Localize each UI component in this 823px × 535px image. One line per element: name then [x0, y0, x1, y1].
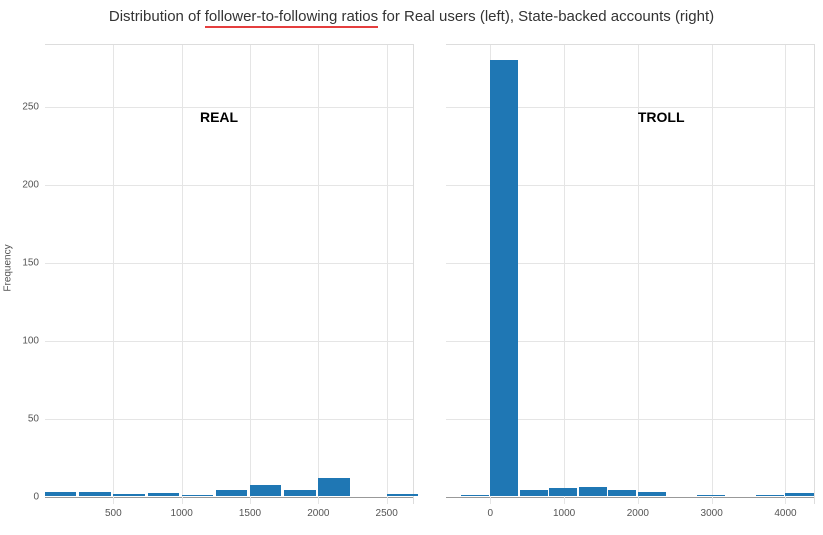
gridline-v [250, 45, 251, 504]
x-tick-label: 2500 [376, 504, 398, 519]
gridline-h [45, 107, 413, 108]
x-tick-label: 1000 [171, 504, 193, 519]
x-tick-label: 4000 [774, 504, 796, 519]
x-tick-label: 0 [487, 504, 493, 519]
title-underline [205, 26, 378, 28]
gridline-v [712, 45, 713, 504]
x-tick-label: 1500 [239, 504, 261, 519]
histogram-bar [608, 490, 636, 496]
histogram-bar [79, 492, 110, 497]
x-tick-label: 2000 [627, 504, 649, 519]
histogram-bar [638, 492, 666, 497]
histogram-bar [284, 490, 315, 496]
gridline-v [785, 45, 786, 504]
y-tick-label: 0 [33, 492, 45, 503]
gridline-v [182, 45, 183, 504]
x-tick-label: 500 [105, 504, 122, 519]
chart-title-row: Distribution of follower-to-following ra… [0, 8, 823, 26]
histogram-bar [785, 493, 813, 496]
y-tick-label: 200 [22, 180, 45, 191]
histogram-bar [250, 485, 281, 496]
chart-area: 0501001502002505001000150020002500REAL01… [45, 44, 815, 524]
gridline-v [318, 45, 319, 504]
histogram-bar [756, 495, 784, 496]
zero-line [446, 497, 814, 498]
gridline-h [45, 185, 413, 186]
panels-container: 0501001502002505001000150020002500REAL01… [45, 44, 815, 504]
histogram-bar [182, 495, 213, 496]
gridline-v [564, 45, 565, 504]
histogram-bar [579, 487, 607, 496]
histogram-bar [45, 492, 76, 497]
x-tick-label: 2000 [307, 504, 329, 519]
y-tick-label: 250 [22, 102, 45, 113]
gridline-h [45, 263, 413, 264]
panel-troll: 01000200030004000TROLL [446, 44, 815, 504]
y-axis-label: Frequency [3, 244, 14, 291]
x-tick-label: 1000 [553, 504, 575, 519]
histogram-bar [113, 494, 144, 496]
histogram-bar [549, 488, 577, 496]
histogram-bar [520, 490, 548, 496]
y-tick-label: 100 [22, 336, 45, 347]
histogram-bar [318, 478, 349, 497]
chart-title: Distribution of follower-to-following ra… [109, 8, 714, 25]
y-tick-label: 50 [28, 414, 45, 425]
gridline-v [113, 45, 114, 504]
panel-label: REAL [200, 109, 238, 125]
panel-label: TROLL [638, 109, 685, 125]
chart-title-text: Distribution of follower-to-following ra… [109, 8, 714, 25]
histogram-bar [697, 495, 725, 496]
histogram-bar [216, 490, 247, 496]
y-tick-label: 150 [22, 258, 45, 269]
zero-line [45, 497, 413, 498]
histogram-bar [461, 495, 489, 496]
gridline-v [387, 45, 388, 504]
histogram-bar [490, 60, 518, 497]
histogram-bar [387, 494, 418, 496]
gridline-h [45, 341, 413, 342]
gridline-h [45, 419, 413, 420]
histogram-bar [148, 493, 179, 496]
panel-real: 0501001502002505001000150020002500REAL [45, 44, 414, 504]
x-tick-label: 3000 [701, 504, 723, 519]
